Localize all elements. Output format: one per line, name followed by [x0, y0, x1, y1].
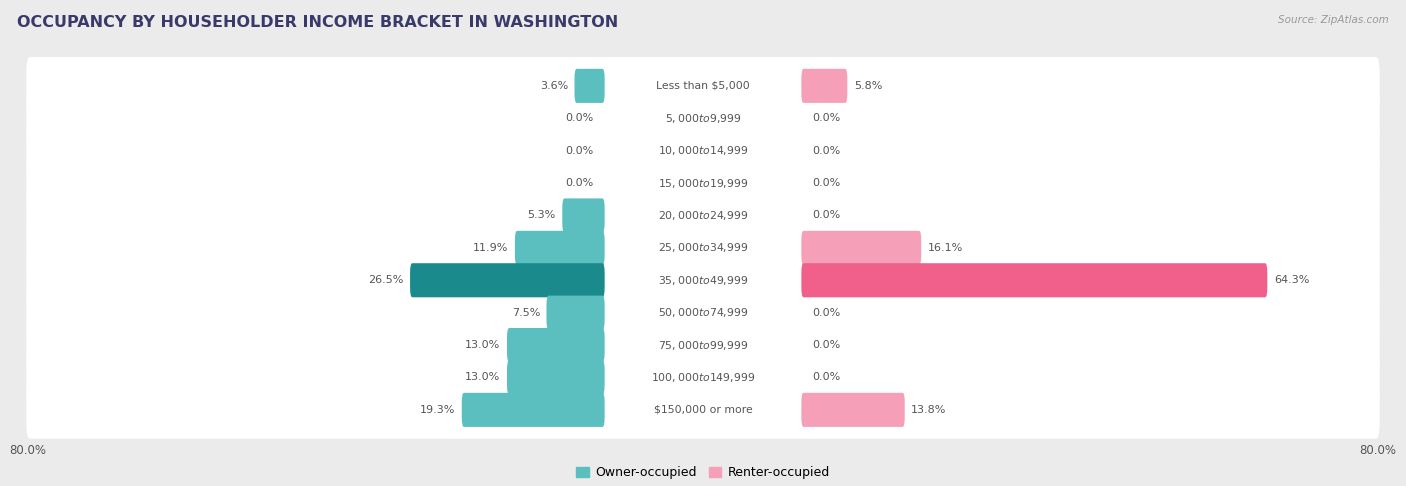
FancyBboxPatch shape [27, 57, 1379, 115]
Text: Less than $5,000: Less than $5,000 [657, 81, 749, 91]
FancyBboxPatch shape [508, 361, 605, 395]
FancyBboxPatch shape [27, 122, 1379, 179]
FancyBboxPatch shape [801, 69, 848, 103]
Text: 0.0%: 0.0% [813, 340, 841, 350]
Text: 0.0%: 0.0% [813, 178, 841, 188]
Legend: Owner-occupied, Renter-occupied: Owner-occupied, Renter-occupied [571, 461, 835, 484]
Text: $150,000 or more: $150,000 or more [654, 405, 752, 415]
FancyBboxPatch shape [461, 393, 605, 427]
Text: 5.3%: 5.3% [527, 210, 555, 221]
FancyBboxPatch shape [801, 263, 1267, 297]
FancyBboxPatch shape [27, 348, 1379, 406]
Text: $10,000 to $14,999: $10,000 to $14,999 [658, 144, 748, 157]
FancyBboxPatch shape [508, 328, 605, 362]
FancyBboxPatch shape [27, 154, 1379, 212]
Text: $50,000 to $74,999: $50,000 to $74,999 [658, 306, 748, 319]
Text: 0.0%: 0.0% [813, 210, 841, 221]
FancyBboxPatch shape [801, 393, 904, 427]
FancyBboxPatch shape [27, 381, 1379, 439]
Text: 19.3%: 19.3% [420, 405, 456, 415]
FancyBboxPatch shape [547, 295, 605, 330]
Text: 0.0%: 0.0% [813, 146, 841, 156]
Text: $15,000 to $19,999: $15,000 to $19,999 [658, 176, 748, 190]
FancyBboxPatch shape [27, 219, 1379, 277]
FancyBboxPatch shape [27, 316, 1379, 374]
Text: 0.0%: 0.0% [813, 113, 841, 123]
Text: OCCUPANCY BY HOUSEHOLDER INCOME BRACKET IN WASHINGTON: OCCUPANCY BY HOUSEHOLDER INCOME BRACKET … [17, 15, 619, 30]
Text: 0.0%: 0.0% [565, 178, 593, 188]
Text: 5.8%: 5.8% [853, 81, 882, 91]
Text: Source: ZipAtlas.com: Source: ZipAtlas.com [1278, 15, 1389, 25]
Text: 0.0%: 0.0% [565, 113, 593, 123]
Text: 7.5%: 7.5% [512, 308, 540, 318]
Text: $75,000 to $99,999: $75,000 to $99,999 [658, 339, 748, 351]
Text: $100,000 to $149,999: $100,000 to $149,999 [651, 371, 755, 384]
FancyBboxPatch shape [27, 251, 1379, 309]
Text: 0.0%: 0.0% [813, 372, 841, 382]
Text: 64.3%: 64.3% [1274, 275, 1309, 285]
Text: 0.0%: 0.0% [813, 308, 841, 318]
FancyBboxPatch shape [411, 263, 605, 297]
Text: 13.8%: 13.8% [911, 405, 946, 415]
Text: 26.5%: 26.5% [368, 275, 404, 285]
FancyBboxPatch shape [27, 187, 1379, 244]
Text: 13.0%: 13.0% [465, 340, 501, 350]
FancyBboxPatch shape [515, 231, 605, 265]
Text: 11.9%: 11.9% [472, 243, 509, 253]
Text: $35,000 to $49,999: $35,000 to $49,999 [658, 274, 748, 287]
FancyBboxPatch shape [575, 69, 605, 103]
Text: $20,000 to $24,999: $20,000 to $24,999 [658, 209, 748, 222]
Text: $5,000 to $9,999: $5,000 to $9,999 [665, 112, 741, 125]
FancyBboxPatch shape [27, 89, 1379, 147]
Text: 0.0%: 0.0% [565, 146, 593, 156]
FancyBboxPatch shape [562, 198, 605, 232]
FancyBboxPatch shape [801, 231, 921, 265]
Text: 3.6%: 3.6% [540, 81, 568, 91]
Text: 13.0%: 13.0% [465, 372, 501, 382]
Text: $25,000 to $34,999: $25,000 to $34,999 [658, 242, 748, 254]
Text: 16.1%: 16.1% [928, 243, 963, 253]
FancyBboxPatch shape [27, 284, 1379, 342]
